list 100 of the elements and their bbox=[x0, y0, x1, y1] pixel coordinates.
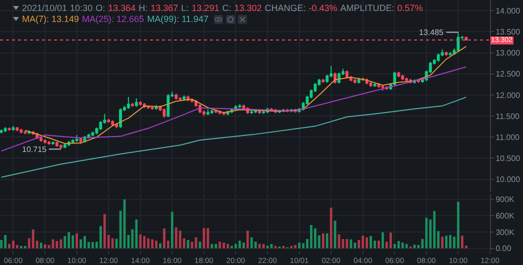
bar bbox=[457, 202, 460, 248]
bar bbox=[362, 236, 364, 248]
bar bbox=[64, 236, 66, 248]
bar bbox=[72, 235, 74, 248]
bar bbox=[76, 233, 78, 248]
bar bbox=[143, 236, 146, 248]
bar bbox=[210, 244, 214, 248]
y-tick-label: 13.000 bbox=[496, 48, 521, 58]
annotation: 10.715 bbox=[22, 145, 48, 154]
bar bbox=[16, 244, 18, 248]
bar bbox=[242, 242, 245, 248]
line-series bbox=[0, 96, 467, 178]
bar bbox=[40, 242, 42, 248]
bar bbox=[354, 242, 356, 248]
bar bbox=[155, 240, 158, 248]
y-tick-label: 900K bbox=[496, 195, 515, 204]
bar bbox=[393, 244, 396, 248]
bar bbox=[8, 244, 10, 248]
text: MA(25): 12.665 bbox=[82, 14, 144, 24]
bar bbox=[366, 237, 368, 248]
candlestick bbox=[48, 140, 50, 146]
bar bbox=[461, 236, 464, 248]
candlestick bbox=[91, 131, 94, 137]
bar bbox=[250, 237, 253, 248]
bar bbox=[24, 246, 26, 248]
bar bbox=[234, 244, 237, 248]
candlestick bbox=[373, 82, 376, 88]
candlestick bbox=[436, 53, 440, 62]
bar bbox=[218, 242, 222, 248]
bar bbox=[32, 229, 34, 248]
candlestick bbox=[59, 144, 62, 150]
candlestick bbox=[166, 94, 170, 118]
candlestick bbox=[381, 84, 384, 92]
bar bbox=[310, 225, 312, 248]
y-tick-label: 10.000 bbox=[496, 175, 521, 184]
bar bbox=[274, 246, 277, 248]
bar bbox=[298, 242, 300, 248]
bar bbox=[139, 234, 142, 248]
candlestick bbox=[448, 51, 452, 56]
bar bbox=[246, 230, 249, 248]
bar bbox=[449, 234, 452, 248]
bar bbox=[334, 220, 336, 248]
candlestick bbox=[238, 104, 242, 109]
candlestick bbox=[162, 108, 166, 118]
candlestick bbox=[134, 98, 138, 108]
candlestick bbox=[397, 71, 400, 78]
candlestick bbox=[8, 126, 11, 132]
line-series bbox=[0, 66, 467, 152]
bar bbox=[4, 234, 6, 248]
y-tick-label: 11.000 bbox=[496, 132, 520, 142]
annotation: 13.485 bbox=[419, 28, 444, 37]
bar bbox=[163, 228, 166, 248]
bar bbox=[99, 226, 102, 248]
candlestick bbox=[44, 138, 46, 144]
bar bbox=[254, 242, 257, 248]
candlestick bbox=[250, 110, 254, 114]
candlestick bbox=[353, 78, 356, 84]
bar bbox=[111, 238, 114, 248]
bar bbox=[159, 243, 162, 248]
candlestick bbox=[138, 100, 142, 106]
bar bbox=[433, 211, 436, 248]
candlestick bbox=[334, 72, 337, 84]
bar bbox=[206, 228, 210, 248]
bar bbox=[151, 239, 154, 248]
bar bbox=[413, 244, 416, 248]
candlestick bbox=[206, 108, 210, 116]
bar bbox=[222, 242, 225, 248]
bar bbox=[330, 208, 332, 248]
bar bbox=[147, 238, 150, 248]
candlestick bbox=[4, 126, 7, 133]
bar bbox=[135, 219, 138, 248]
y-tick-label: 10.500 bbox=[496, 154, 521, 164]
bar bbox=[266, 246, 269, 248]
bar bbox=[103, 214, 106, 248]
candlestick bbox=[12, 126, 15, 132]
candlestick bbox=[210, 109, 214, 114]
bar bbox=[370, 236, 372, 248]
candlestick bbox=[20, 128, 23, 134]
candlestick bbox=[456, 32, 460, 52]
bar bbox=[20, 246, 22, 248]
bar bbox=[382, 232, 384, 248]
bar bbox=[12, 240, 14, 248]
bar bbox=[178, 230, 182, 248]
candlestick bbox=[16, 126, 19, 132]
candlestick bbox=[444, 50, 448, 56]
bar bbox=[60, 239, 62, 248]
candlestick bbox=[182, 94, 186, 101]
bar bbox=[314, 228, 316, 248]
bar bbox=[174, 227, 178, 248]
bar bbox=[441, 236, 444, 248]
bar bbox=[389, 232, 392, 248]
y-tick-label: 12.000 bbox=[496, 90, 521, 100]
bar bbox=[326, 233, 328, 248]
bar bbox=[294, 244, 297, 248]
bar bbox=[302, 243, 304, 248]
bar bbox=[378, 240, 380, 248]
bar bbox=[322, 233, 324, 248]
candlestick bbox=[174, 93, 178, 100]
candlestick bbox=[111, 120, 114, 126]
candlestick bbox=[119, 108, 122, 128]
